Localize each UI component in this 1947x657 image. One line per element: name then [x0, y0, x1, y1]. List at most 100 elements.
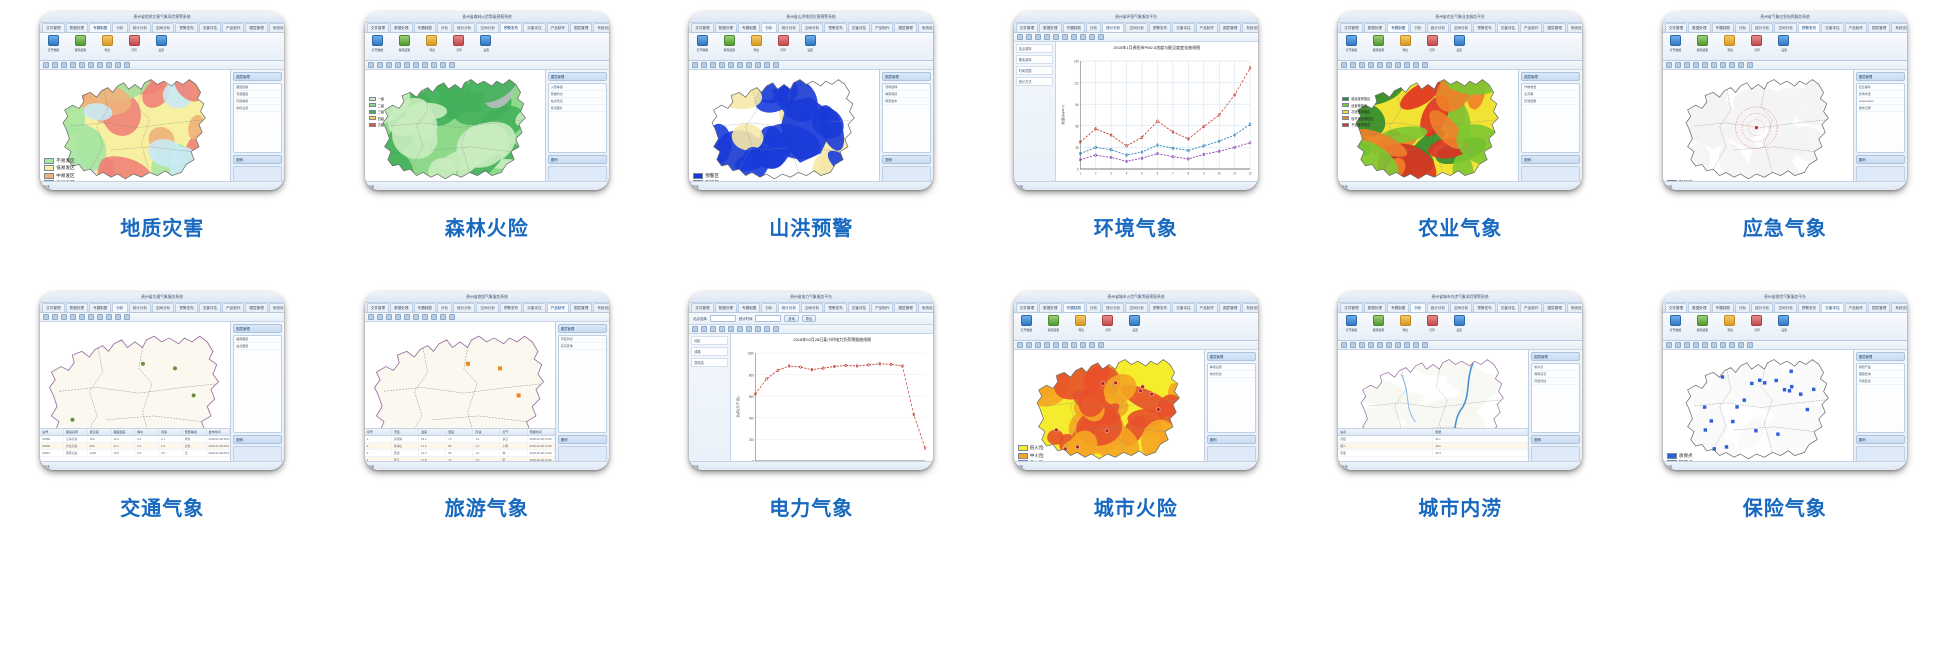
ribbon-button-导出[interactable]: 导出: [1395, 35, 1415, 52]
ribbon-tab-专题制图[interactable]: 专题制图: [1387, 303, 1410, 312]
panel-body[interactable]: 等级设置 城市列表: [1206, 363, 1256, 433]
toolstrip-icon-0[interactable]: [367, 314, 374, 320]
ribbon-tab-产品制作[interactable]: 产品制作: [1520, 23, 1543, 32]
ribbon-tab-预警发布[interactable]: 预警发布: [1473, 303, 1496, 312]
ribbon-button-打开数据[interactable]: 打开数据: [1666, 315, 1686, 332]
ribbon-tab-数据处理[interactable]: 数据处理: [390, 303, 413, 312]
map-canvas[interactable]: 一级 二级 三级 四级 五级: [364, 70, 545, 190]
ribbon-tab-产品制作[interactable]: 产品制作: [871, 23, 894, 32]
ribbon-tab-产品制作[interactable]: 产品制作: [222, 23, 245, 32]
ribbon-tab-专题制图[interactable]: 专题制图: [1062, 303, 1085, 312]
time-select-input[interactable]: [755, 315, 782, 322]
toolstrip-icon-6[interactable]: [97, 62, 104, 68]
ribbon-tab-系统设置[interactable]: 系统设置: [917, 23, 934, 32]
ribbon-tab-产品制作[interactable]: 产品制作: [546, 303, 569, 312]
map-canvas[interactable]: 影响圈: [1662, 70, 1853, 190]
table-row[interactable]: 贵阳 32.1: [1338, 436, 1529, 443]
ribbon-tab-灾害评估[interactable]: 灾害评估: [1172, 23, 1195, 32]
toolstrip-icon-3[interactable]: [1368, 342, 1375, 348]
ribbon-tab-专题制图[interactable]: 专题制图: [89, 23, 112, 32]
app-window-city-fire[interactable]: 贵州省城市火险气象等级预报系统 文件管理 数据处理 专题制图 分析 统计分析 空间分析 预警发…: [1013, 292, 1258, 470]
ribbon-tab-数据处理[interactable]: 数据处理: [1688, 303, 1711, 312]
toolstrip-icon-3[interactable]: [1692, 62, 1699, 68]
province-map[interactable]: [1338, 70, 1518, 190]
ribbon-button-保存结果[interactable]: 保存结果: [1368, 315, 1388, 332]
toolstrip-icon-3[interactable]: [719, 326, 726, 332]
table-row[interactable]: 3 荔波 21.0 66 1.2 晴 2018-02-28 14:00: [364, 450, 555, 457]
toolstrip-icon-2[interactable]: [61, 62, 68, 68]
toolstrip-icon-2[interactable]: [1034, 34, 1041, 40]
ribbon-tab-图层管理[interactable]: 图层管理: [569, 303, 593, 312]
panel-body[interactable]: 景区列表 实况查询: [557, 335, 607, 433]
panel-body[interactable]: 积水点 降雨实况 风险评估: [1531, 363, 1581, 433]
ribbon-tab-文件管理[interactable]: 文件管理: [1015, 23, 1039, 32]
ribbon-button-导出[interactable]: 导出: [422, 35, 442, 52]
toolstrip-icon-4[interactable]: [1701, 342, 1708, 348]
toolstrip-icon-3[interactable]: [1692, 342, 1699, 348]
toolstrip-icon-6[interactable]: [1719, 342, 1726, 348]
toolstrip-icon-1[interactable]: [376, 314, 383, 320]
toolstrip-icon-9[interactable]: [1422, 342, 1429, 348]
toolstrip-icon-8[interactable]: [1737, 62, 1744, 68]
ribbon-button-打印[interactable]: 打印: [1747, 315, 1767, 332]
app-window-geohazard[interactable]: 贵州省地质灾害气象风险预警系统 文件管理 数据处理 专题制图 分析 统计分析 空间分析 预警发…: [40, 12, 285, 190]
toolstrip-icon-4[interactable]: [79, 314, 86, 320]
ribbon-tab-分析[interactable]: 分析: [1410, 23, 1426, 32]
toolstrip-icon-2[interactable]: [1683, 342, 1690, 348]
toolstrip-icon-2[interactable]: [1034, 342, 1041, 348]
toolstrip-icon-4[interactable]: [403, 62, 410, 68]
ribbon-tab-分析[interactable]: 分析: [761, 303, 777, 312]
table-row[interactable]: 52889 兰海高速 350 12.4 0.0 2.1 黄色 2018-02-28 08:00: [40, 436, 231, 443]
toolstrip-icon-3[interactable]: [719, 62, 726, 68]
toolstrip-icon-1[interactable]: [52, 62, 59, 68]
ribbon-tab-专题制图[interactable]: 专题制图: [1387, 23, 1410, 32]
toolstrip-icon-2[interactable]: [710, 326, 717, 332]
panel-body[interactable]: 保险产品 理赔查询 风险区划: [1855, 363, 1905, 433]
toolstrip-icon-1[interactable]: [701, 62, 708, 68]
map-canvas[interactable]: 最适宜种植区 适宜种植区 次适宜种植区 较不适宜种植区 不适宜种植区: [1338, 70, 1519, 190]
toolstrip-icon-0[interactable]: [43, 62, 50, 68]
ribbon-tab-图层管理[interactable]: 图层管理: [1543, 303, 1566, 312]
panel-row-实况查询[interactable]: 实况查询: [558, 343, 606, 350]
ribbon-button-打开数据[interactable]: 打开数据: [1341, 35, 1361, 52]
ribbon-tab-分析[interactable]: 分析: [761, 23, 777, 32]
panel-row-路网图层[interactable]: 路网图层: [234, 336, 282, 343]
toolstrip-icon-3[interactable]: [1043, 34, 1050, 40]
ribbon-tab-灾害评估[interactable]: 灾害评估: [1496, 303, 1520, 312]
toolstrip-icon-7[interactable]: [106, 314, 113, 320]
ribbon-tab-分析[interactable]: 分析: [112, 23, 128, 32]
toolstrip-icon-0[interactable]: [1341, 342, 1348, 348]
app-window-environment[interactable]: 贵州省环境气象服务平台 文件管理 数据处理 专题制图 分析 统计分析 空间分析 预警发布 灾害评…: [1013, 12, 1258, 190]
ribbon-tab-文件管理[interactable]: 文件管理: [1340, 23, 1363, 32]
panel-body[interactable]: 应急事件 影响半径 responders 发布记录: [1855, 83, 1905, 153]
ribbon-tab-灾害评估[interactable]: 灾害评估: [198, 23, 222, 32]
ribbon-tab-专题制图[interactable]: 专题制图: [1711, 23, 1734, 32]
app-window-power[interactable]: 贵州省电力气象服务平台 文件管理 数据处理 专题制图 分析 统计分析 空间分析 预警发布 灾害评…: [689, 292, 934, 470]
ribbon-tab-图层管理[interactable]: 图层管理: [1543, 23, 1566, 32]
ribbon-button-设置[interactable]: 设置: [151, 35, 171, 52]
ribbon-tab-空间分析[interactable]: 空间分析: [476, 23, 499, 32]
toolstrip-icon-2[interactable]: [385, 62, 392, 68]
ribbon-button-设置[interactable]: 设置: [1125, 315, 1145, 332]
ribbon-tab-分析[interactable]: 分析: [436, 303, 453, 312]
map-viewport[interactable]: [1014, 350, 1204, 470]
tree-item-时间范围[interactable]: 时间范围: [1015, 66, 1053, 75]
ribbon-tab-文件管理[interactable]: 文件管理: [366, 23, 390, 32]
panel-row-城市列表[interactable]: 城市列表: [1207, 371, 1255, 378]
table-row[interactable]: 2 梵净山 12.5 85 2.4 小雨 2018-02-28 14:00: [364, 443, 555, 450]
toolstrip-icon-8[interactable]: [764, 62, 771, 68]
ribbon-button-保存结果[interactable]: 保存结果: [1044, 315, 1064, 332]
map-canvas[interactable]: 预警区影响区: [689, 70, 880, 190]
toolstrip-icon-8[interactable]: [764, 326, 771, 332]
ribbon-tab-系统设置[interactable]: 系统设置: [1566, 303, 1583, 312]
toolstrip-icon-5[interactable]: [1386, 62, 1393, 68]
toolstrip-icon-7[interactable]: [430, 314, 437, 320]
toolstrip-icon-1[interactable]: [52, 314, 59, 320]
ribbon-tab-预警发布[interactable]: 预警发布: [175, 303, 198, 312]
ribbon-tab-分析[interactable]: 分析: [1410, 303, 1426, 312]
toolstrip-icon-0[interactable]: [1341, 62, 1348, 68]
ribbon-button-导出[interactable]: 导出: [746, 35, 766, 52]
ribbon-tab-数据处理[interactable]: 数据处理: [1039, 303, 1062, 312]
ribbon-tab-灾害评估[interactable]: 灾害评估: [847, 23, 871, 32]
